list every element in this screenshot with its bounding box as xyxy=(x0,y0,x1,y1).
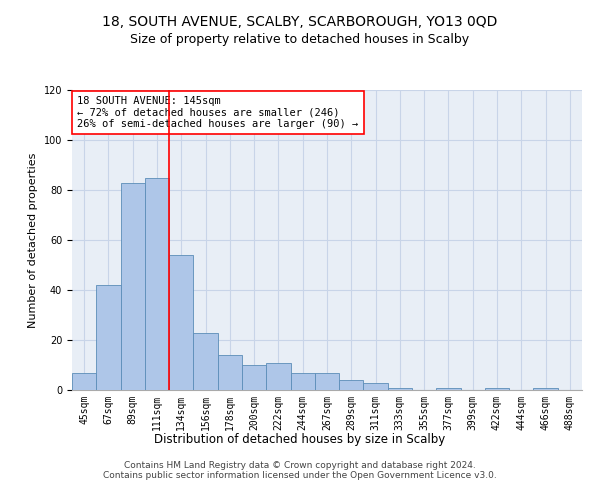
Text: 18 SOUTH AVENUE: 145sqm
← 72% of detached houses are smaller (246)
26% of semi-d: 18 SOUTH AVENUE: 145sqm ← 72% of detache… xyxy=(77,96,358,129)
Bar xyxy=(145,178,169,390)
Bar xyxy=(339,380,364,390)
Bar xyxy=(290,372,315,390)
Bar xyxy=(388,388,412,390)
Bar xyxy=(121,182,145,390)
Text: Contains HM Land Registry data © Crown copyright and database right 2024.
Contai: Contains HM Land Registry data © Crown c… xyxy=(103,460,497,480)
Bar xyxy=(193,332,218,390)
Bar xyxy=(364,382,388,390)
Text: Size of property relative to detached houses in Scalby: Size of property relative to detached ho… xyxy=(130,32,470,46)
Bar xyxy=(436,388,461,390)
Bar xyxy=(218,355,242,390)
Bar xyxy=(266,362,290,390)
Bar xyxy=(315,372,339,390)
Bar xyxy=(533,388,558,390)
Text: Distribution of detached houses by size in Scalby: Distribution of detached houses by size … xyxy=(154,432,446,446)
Y-axis label: Number of detached properties: Number of detached properties xyxy=(28,152,38,328)
Bar xyxy=(72,372,96,390)
Bar xyxy=(169,255,193,390)
Bar xyxy=(96,285,121,390)
Bar xyxy=(242,365,266,390)
Bar xyxy=(485,388,509,390)
Text: 18, SOUTH AVENUE, SCALBY, SCARBOROUGH, YO13 0QD: 18, SOUTH AVENUE, SCALBY, SCARBOROUGH, Y… xyxy=(103,15,497,29)
